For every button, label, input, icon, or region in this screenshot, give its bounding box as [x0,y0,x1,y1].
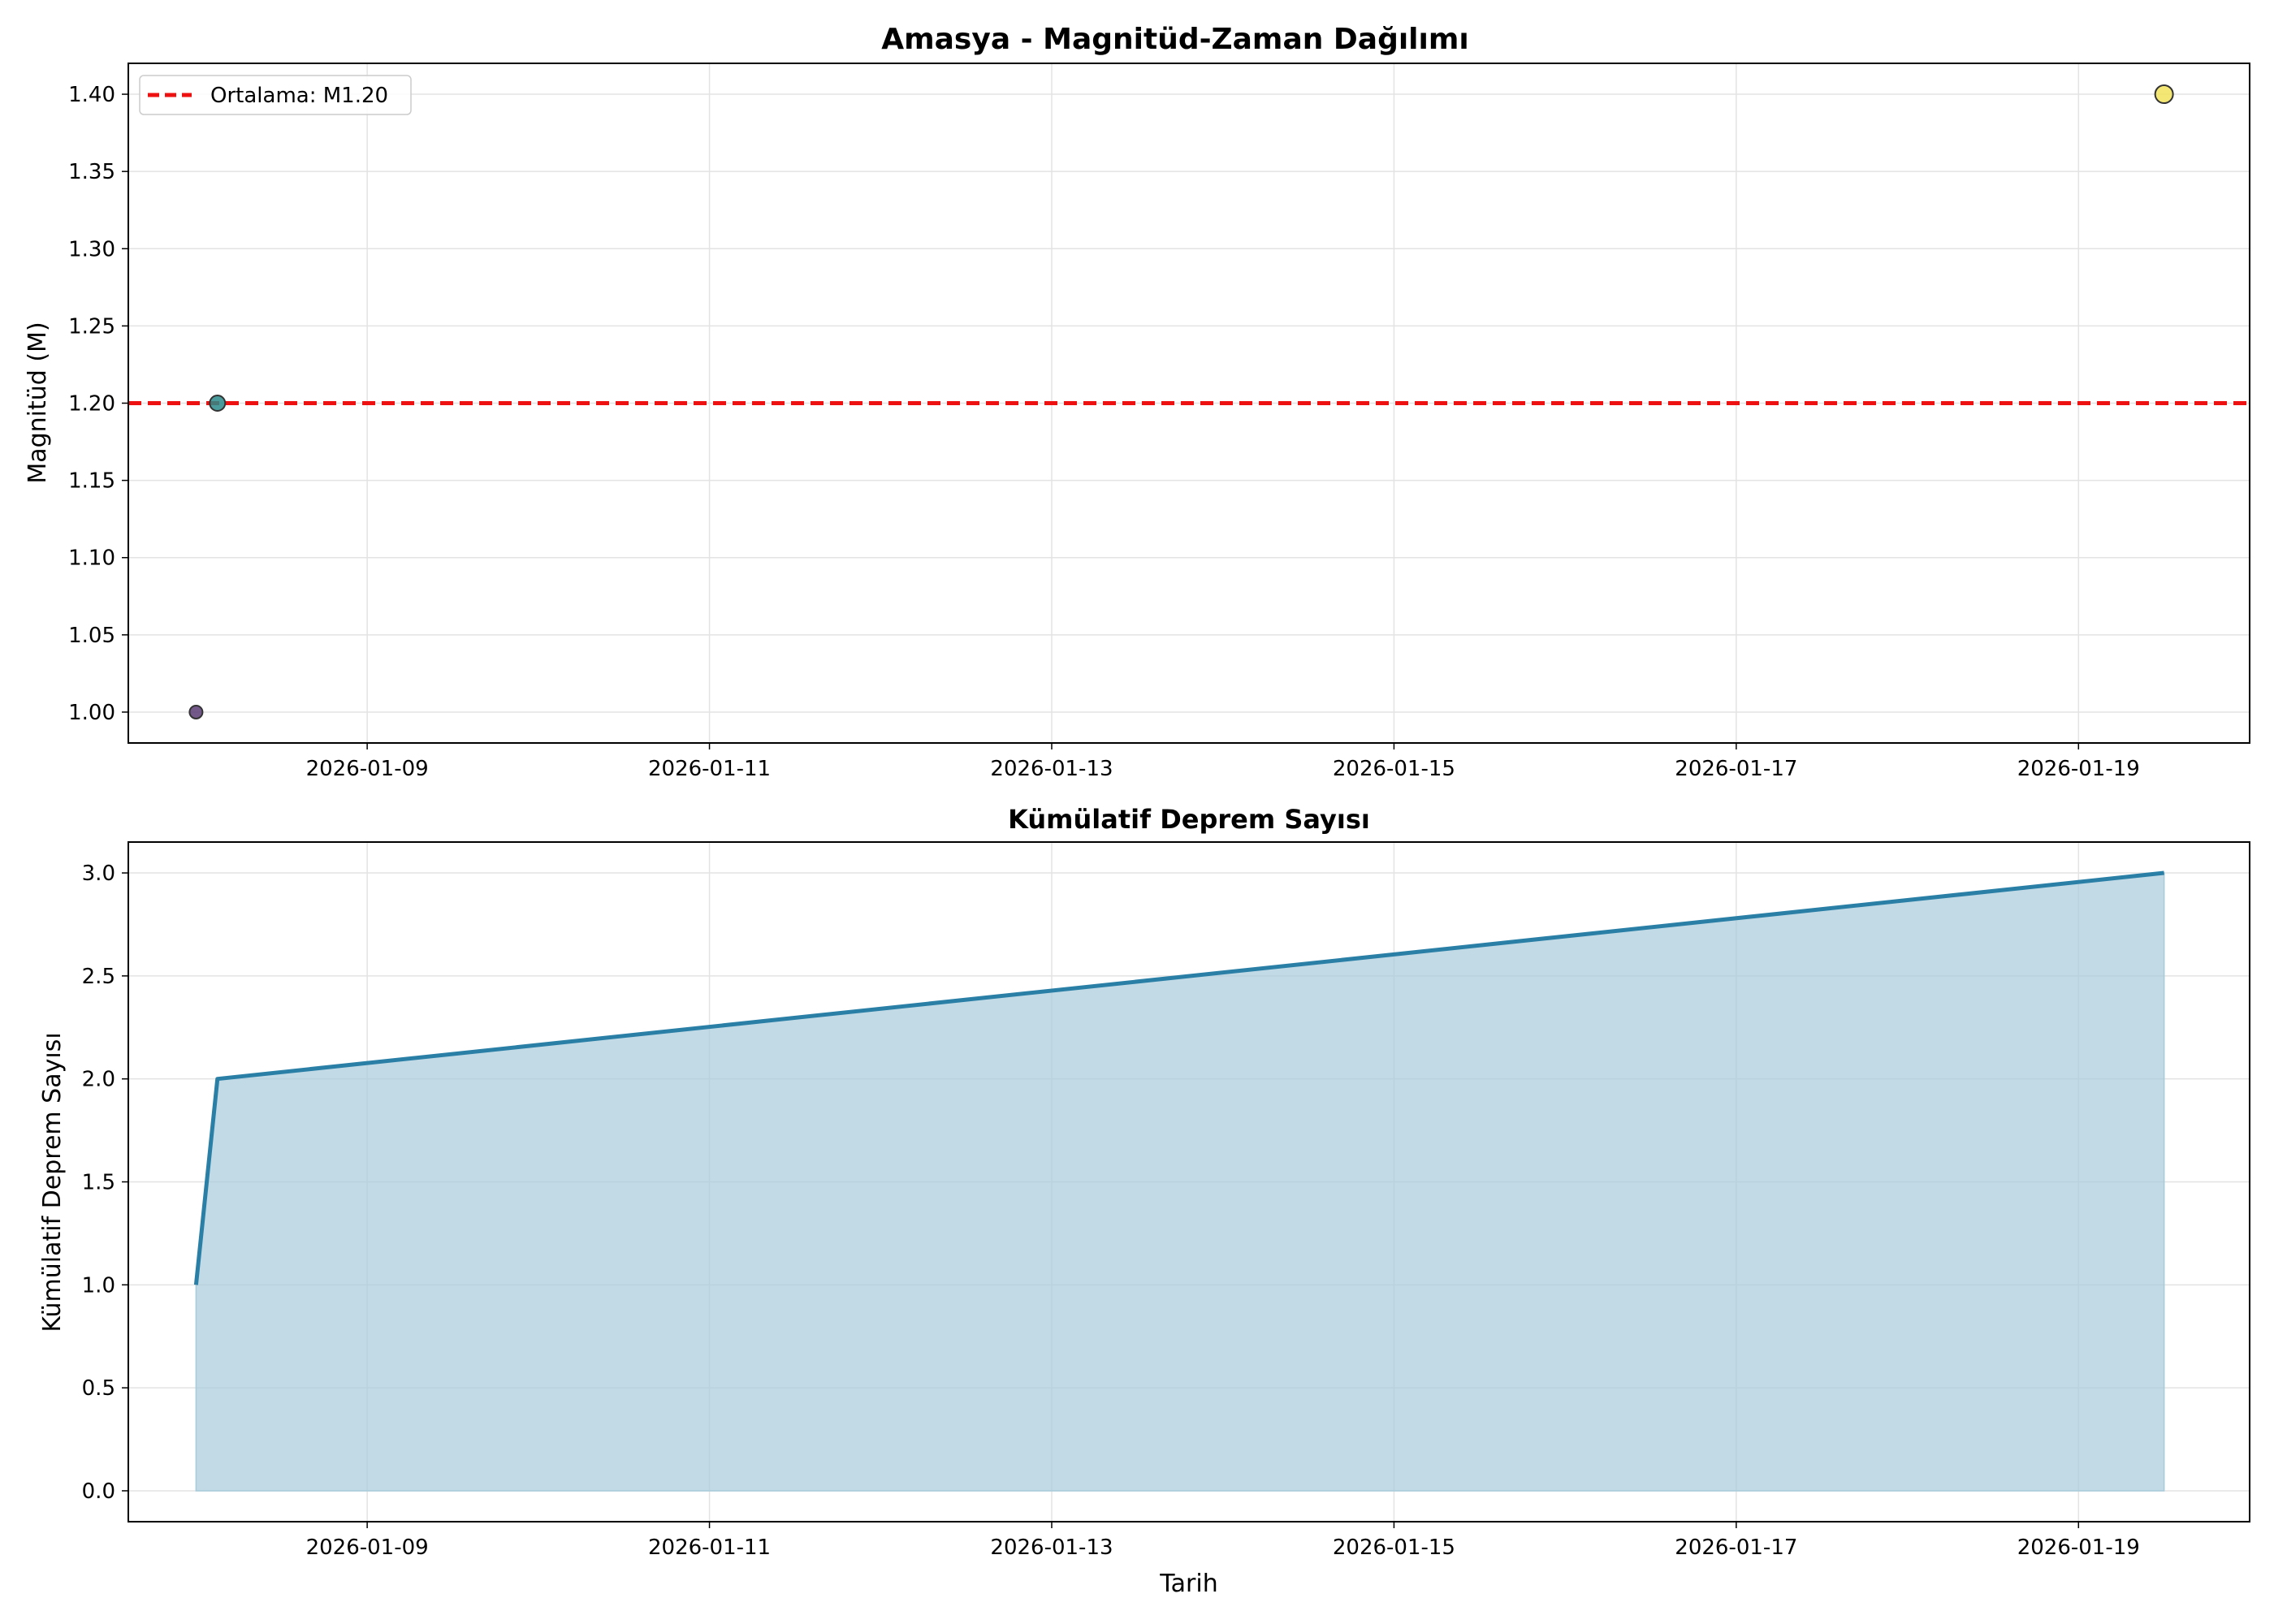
y-tick-label: 1.0 [82,1273,115,1298]
cumulative-line [193,870,2164,1285]
x-tick-label: 2026-01-13 [990,757,1113,781]
y-tick-label: 1.30 [68,237,115,261]
y-axis-ticks: 1.00 1.05 1.10 1.15 1.20 1.25 1.30 1.35 1.40 [68,83,128,725]
y-tick-label: 1.25 [68,314,115,339]
legend: Ortalama: M1.20 [139,75,412,115]
y-tick-label: 0.0 [82,1479,115,1504]
x-axis-label: Tarih [1159,1570,1217,1598]
x-tick-label: 2026-01-19 [2017,757,2140,781]
x-axis-ticks: 2026-01-09 2026-01-11 2026-01-13 2026-01-15… [306,1522,2140,1560]
data-point [188,704,204,719]
y-tick-label: 2.5 [82,965,115,989]
legend-box [139,75,412,115]
y-tick-label: 1.40 [68,83,115,107]
y-tick-label: 1.5 [82,1171,115,1195]
chart-title: Kümülatif Deprem Sayısı [1008,804,1370,835]
x-tick-label: 2026-01-09 [306,757,429,781]
x-tick-label: 2026-01-11 [648,757,771,781]
y-axis-label: Kümülatif Deprem Sayısı [38,1032,67,1332]
y-tick-label: 2.0 [82,1068,115,1092]
y-tick-label: 1.00 [68,701,115,725]
y-tick-label: 1.10 [68,546,115,571]
y-tick-label: 1.05 [68,624,115,648]
x-tick-label: 2026-01-13 [990,1535,1113,1560]
y-tick-label: 1.15 [68,469,115,494]
x-tick-label: 2026-01-11 [648,1535,771,1560]
y-axis-ticks: 0.0 0.5 1.0 1.5 2.0 2.5 3.0 [82,862,128,1504]
y-tick-label: 1.20 [68,392,115,417]
cumulative-area [193,870,2165,1492]
chart-title: Amasya - Magnitüd-Zaman Dağılımı [881,23,1468,56]
data-point [2154,84,2174,105]
y-tick-label: 3.0 [82,862,115,886]
x-tick-label: 2026-01-17 [1675,757,1797,781]
x-axis-ticks: 2026-01-09 2026-01-11 2026-01-13 2026-01-15… [306,743,2140,781]
y-tick-label: 1.35 [68,160,115,184]
x-tick-label: 2026-01-15 [1333,1535,1455,1560]
y-axis-label: Magnitüd (M) [24,322,52,483]
x-tick-label: 2026-01-17 [1675,1535,1797,1560]
y-tick-label: 0.5 [82,1376,115,1401]
scatter-points [188,84,2174,719]
legend-label: Ortalama: M1.20 [210,84,388,108]
data-point [209,395,227,412]
x-tick-label: 2026-01-19 [2017,1535,2140,1560]
x-tick-label: 2026-01-15 [1333,757,1455,781]
magnitude-time-chart: Amasya - Magnitüd-Zaman Dağılımı 2026-01… [24,23,2250,781]
cumulative-count-chart: Kümülatif Deprem Sayısı 2026-01-09 2026-0… [38,804,2250,1598]
x-tick-label: 2026-01-09 [306,1535,429,1560]
